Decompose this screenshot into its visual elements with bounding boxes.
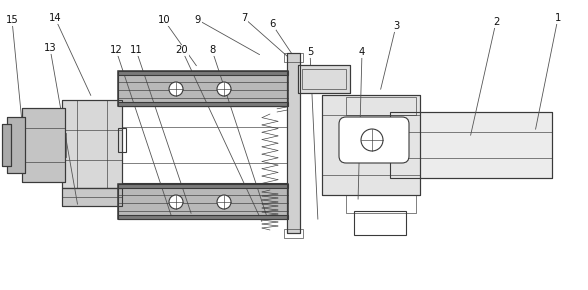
Circle shape xyxy=(361,129,383,151)
Text: 8: 8 xyxy=(209,45,215,55)
Text: 9: 9 xyxy=(195,15,201,25)
Bar xyxy=(2,124,11,166)
Bar xyxy=(2,124,11,166)
Bar xyxy=(302,69,346,89)
Bar xyxy=(298,65,350,93)
Bar xyxy=(7,117,25,173)
Text: 5: 5 xyxy=(307,47,313,57)
Bar xyxy=(118,71,288,106)
FancyBboxPatch shape xyxy=(339,117,409,163)
Text: 6: 6 xyxy=(269,19,275,29)
Bar xyxy=(118,184,288,219)
Bar xyxy=(284,53,303,62)
Text: 20: 20 xyxy=(176,45,188,55)
Bar xyxy=(62,100,122,188)
Text: 1: 1 xyxy=(555,13,561,23)
Bar xyxy=(118,215,288,219)
Text: 7: 7 xyxy=(241,13,247,23)
Bar xyxy=(118,128,126,152)
Text: 15: 15 xyxy=(6,15,18,25)
Bar xyxy=(354,211,406,235)
Bar xyxy=(118,184,288,188)
Bar xyxy=(62,188,122,206)
Bar xyxy=(118,106,288,183)
Bar xyxy=(284,229,303,238)
Bar xyxy=(346,195,416,213)
Circle shape xyxy=(169,82,183,96)
Text: 14: 14 xyxy=(49,13,61,23)
Bar xyxy=(390,112,552,178)
Bar xyxy=(287,53,300,233)
Bar xyxy=(322,95,420,195)
Text: 4: 4 xyxy=(359,47,365,57)
Circle shape xyxy=(169,195,183,209)
Bar xyxy=(118,71,288,75)
Text: 10: 10 xyxy=(158,15,171,25)
Text: 11: 11 xyxy=(129,45,142,55)
Bar xyxy=(22,108,65,182)
Bar xyxy=(346,97,416,115)
Bar xyxy=(118,184,288,219)
Bar xyxy=(322,95,420,195)
Bar xyxy=(62,188,122,206)
Bar xyxy=(390,112,552,178)
Bar xyxy=(118,71,288,106)
Circle shape xyxy=(217,82,231,96)
Bar xyxy=(298,65,350,93)
Bar xyxy=(22,108,65,182)
Bar xyxy=(60,133,66,157)
Bar xyxy=(62,100,122,188)
Bar xyxy=(7,117,25,173)
Text: 13: 13 xyxy=(44,43,56,53)
Text: 2: 2 xyxy=(493,17,499,27)
Bar xyxy=(287,53,300,233)
Text: 12: 12 xyxy=(109,45,122,55)
Circle shape xyxy=(217,195,231,209)
Text: 3: 3 xyxy=(393,21,399,31)
Bar xyxy=(118,102,288,106)
